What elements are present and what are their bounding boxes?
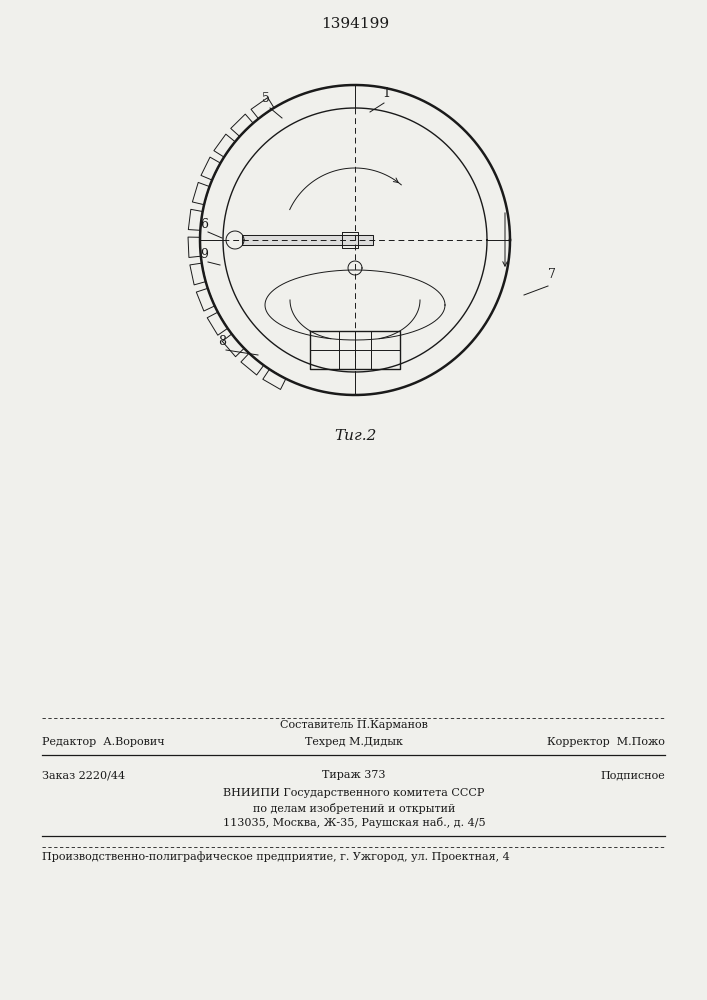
Polygon shape — [242, 235, 373, 245]
Text: Корректор  М.Пожо: Корректор М.Пожо — [547, 737, 665, 747]
Text: 5: 5 — [262, 92, 270, 105]
Text: по делам изобретений и открытий: по делам изобретений и открытий — [253, 802, 455, 814]
Text: 7: 7 — [548, 268, 556, 281]
Text: 6: 6 — [200, 218, 208, 231]
Text: Техред М.Дидык: Техред М.Дидык — [305, 737, 403, 747]
Text: Заказ 2220/44: Заказ 2220/44 — [42, 770, 125, 780]
Text: Тираж 373: Тираж 373 — [322, 770, 386, 780]
Text: Τиг.2: Τиг.2 — [334, 429, 376, 443]
Text: 113035, Москва, Ж-35, Раушская наб., д. 4/5: 113035, Москва, Ж-35, Раушская наб., д. … — [223, 816, 485, 828]
Text: 1394199: 1394199 — [321, 17, 389, 31]
Text: 9: 9 — [200, 248, 208, 261]
Text: Подписное: Подписное — [600, 770, 665, 780]
Text: Редактор  А.Ворович: Редактор А.Ворович — [42, 737, 165, 747]
Text: ВНИИПИ Государственного комитета СССР: ВНИИПИ Государственного комитета СССР — [223, 788, 485, 798]
Text: 8: 8 — [218, 335, 226, 348]
Text: Составитель П.Карманов: Составитель П.Карманов — [280, 720, 428, 730]
Text: 1: 1 — [382, 87, 390, 100]
Text: Производственно-полиграфическое предприятие, г. Ужгород, ул. Проектная, 4: Производственно-полиграфическое предприя… — [42, 852, 510, 862]
